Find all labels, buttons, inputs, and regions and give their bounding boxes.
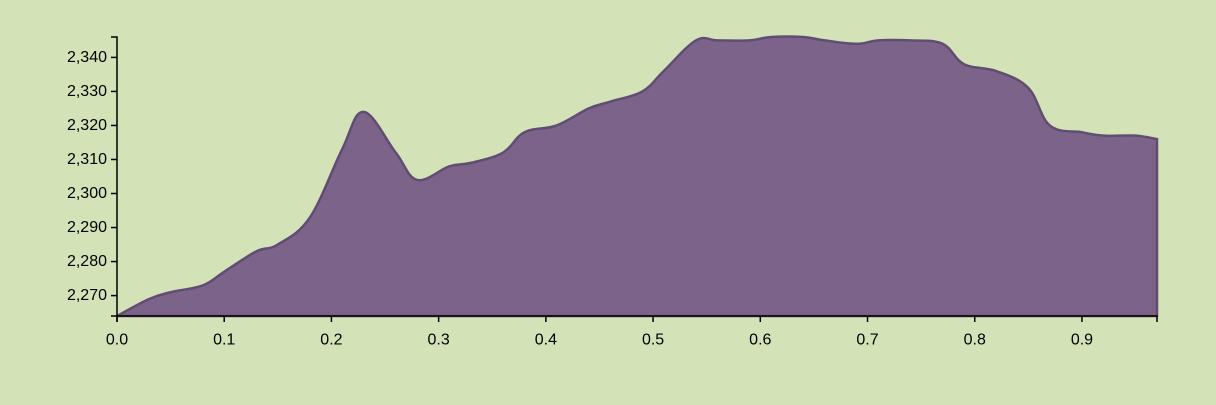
y-tick-label: 2,330 bbox=[67, 83, 107, 100]
x-tick-label: 0.1 bbox=[213, 332, 235, 349]
y-tick-label: 2,340 bbox=[67, 49, 107, 66]
y-tick-label: 2,290 bbox=[67, 219, 107, 236]
area-series bbox=[116, 35, 1159, 318]
x-axis: 0.0 0.1 0.2 0.3 0.4 0.5 0.6 0.7 0.8 0.9 bbox=[106, 315, 1158, 349]
x-tick-label: 0.6 bbox=[749, 332, 771, 349]
x-tick-label: 0.7 bbox=[856, 332, 878, 349]
x-tick-label: 0.8 bbox=[964, 332, 986, 349]
y-axis-line bbox=[111, 36, 118, 317]
x-tick-label: 0.9 bbox=[1071, 332, 1093, 349]
y-tick-label: 2,270 bbox=[67, 287, 107, 304]
y-tick-label: 2,320 bbox=[67, 117, 107, 134]
y-axis: 2,270 2,280 2,290 2,300 2,310 2,320 2,330 2,340 bbox=[67, 36, 118, 317]
x-tick-label: 0.5 bbox=[642, 332, 664, 349]
x-tick-label: 0.4 bbox=[535, 332, 557, 349]
y-tick-label: 2,300 bbox=[67, 185, 107, 202]
y-tick-label: 2,280 bbox=[67, 253, 107, 270]
x-tick-label: 0.2 bbox=[320, 332, 342, 349]
x-tick-label: 0.3 bbox=[428, 332, 450, 349]
x-tick-label: 0.0 bbox=[106, 332, 128, 349]
y-tick-label: 2,310 bbox=[67, 151, 107, 168]
